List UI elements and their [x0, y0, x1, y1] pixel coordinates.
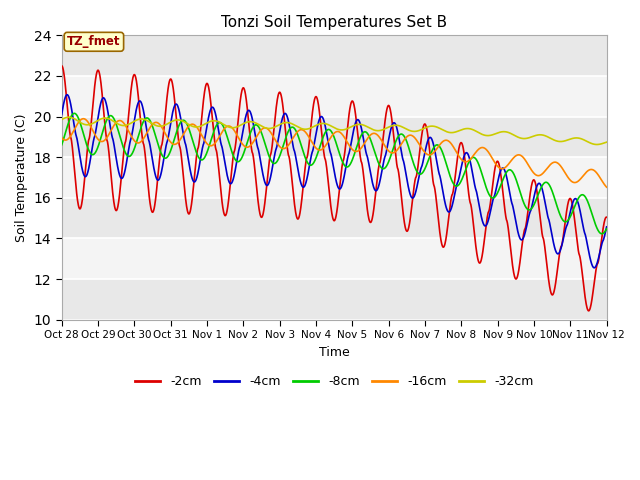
-32cm	[323, 121, 331, 127]
-32cm	[593, 142, 601, 147]
Line: -8cm: -8cm	[61, 113, 607, 234]
-32cm	[86, 121, 93, 127]
-4cm	[591, 265, 598, 271]
Bar	[61, 36, 607, 76]
Bar	[61, 279, 607, 320]
-32cm	[308, 124, 316, 130]
-8cm	[587, 207, 595, 213]
-32cm	[603, 139, 611, 145]
-16cm	[487, 154, 495, 159]
-8cm	[487, 194, 495, 200]
-16cm	[588, 167, 595, 172]
-4cm	[58, 112, 65, 118]
Y-axis label: Soil Temperature (C): Soil Temperature (C)	[15, 113, 28, 242]
-2cm	[58, 63, 65, 69]
-32cm	[587, 140, 595, 146]
-8cm	[588, 208, 595, 214]
-2cm	[86, 134, 93, 140]
Bar	[61, 198, 607, 239]
-4cm	[308, 149, 316, 155]
-2cm	[323, 165, 330, 171]
-4cm	[603, 224, 611, 230]
-8cm	[86, 149, 93, 155]
X-axis label: Time: Time	[319, 346, 349, 359]
Line: -32cm: -32cm	[61, 117, 607, 144]
-4cm	[588, 259, 595, 265]
Bar	[61, 117, 607, 157]
Bar	[61, 239, 607, 279]
-2cm	[588, 301, 595, 307]
-32cm	[487, 132, 495, 138]
-2cm	[308, 111, 316, 117]
Bar	[61, 76, 607, 117]
-8cm	[58, 142, 65, 148]
-2cm	[603, 214, 611, 220]
-2cm	[585, 308, 593, 314]
-8cm	[308, 161, 316, 167]
-16cm	[587, 167, 595, 172]
Line: -2cm: -2cm	[61, 66, 607, 311]
Title: Tonzi Soil Temperatures Set B: Tonzi Soil Temperatures Set B	[221, 15, 447, 30]
Line: -4cm: -4cm	[61, 95, 607, 268]
-8cm	[598, 231, 605, 237]
-32cm	[65, 114, 73, 120]
-4cm	[323, 132, 331, 138]
-4cm	[487, 205, 495, 211]
-2cm	[487, 197, 495, 203]
Line: -16cm: -16cm	[61, 119, 607, 187]
-16cm	[603, 184, 611, 190]
-2cm	[587, 303, 595, 309]
-4cm	[86, 160, 93, 166]
Legend: -2cm, -4cm, -8cm, -16cm, -32cm: -2cm, -4cm, -8cm, -16cm, -32cm	[130, 370, 538, 393]
-32cm	[58, 117, 65, 122]
-8cm	[603, 226, 611, 232]
-4cm	[587, 258, 595, 264]
-8cm	[323, 127, 331, 133]
Text: TZ_fmet: TZ_fmet	[67, 36, 121, 48]
-16cm	[58, 135, 65, 141]
-32cm	[588, 141, 595, 146]
-16cm	[308, 140, 316, 146]
-8cm	[70, 110, 78, 116]
-16cm	[79, 116, 87, 121]
-16cm	[86, 122, 93, 128]
Bar	[61, 157, 607, 198]
-16cm	[323, 141, 331, 146]
-4cm	[63, 92, 71, 97]
